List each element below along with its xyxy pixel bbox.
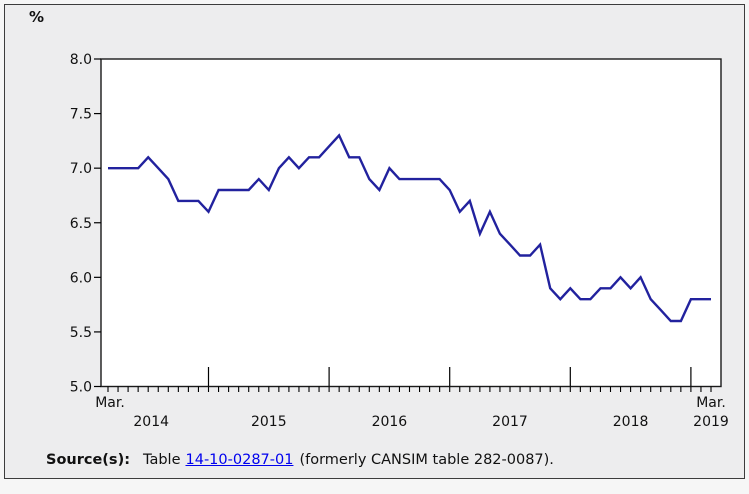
source-table-link[interactable]: 14-10-0287-01 (185, 452, 294, 468)
x-axis-year-label: 2014 (133, 414, 169, 430)
x-axis-start-month-label: Mar. (95, 395, 125, 411)
source-text-after: (formerly CANSIM table 282-0087). (299, 452, 554, 468)
y-axis-tick-label: 6.5 (70, 216, 92, 232)
y-axis-tick-label: 5.5 (70, 325, 92, 341)
source-line: Source(s): Table 14-10-0287-01 (formerly CA… (46, 452, 559, 468)
x-axis-end-month-label: Mar. (696, 395, 726, 411)
rate-data-line (108, 133, 711, 323)
plot-area (100, 58, 722, 388)
x-axis-year-label: 2017 (492, 414, 528, 430)
y-axis-tick-label: 8.0 (70, 52, 92, 68)
x-axis-year-label: 2019 (693, 414, 729, 430)
x-axis-year-label: 2018 (613, 414, 649, 430)
y-axis-unit-label: % (29, 8, 45, 26)
y-axis-tick-label: 7.5 (70, 107, 92, 123)
y-axis-tick-label: 7.0 (70, 161, 92, 177)
y-axis-tick-label: 5.0 (70, 380, 92, 396)
source-label: Source(s): (46, 452, 130, 468)
source-text-before: Table (143, 452, 181, 468)
x-axis-year-label: 2015 (251, 414, 287, 430)
y-axis-tick-label: 6.0 (70, 270, 92, 286)
x-axis-year-label: 2016 (372, 414, 408, 430)
